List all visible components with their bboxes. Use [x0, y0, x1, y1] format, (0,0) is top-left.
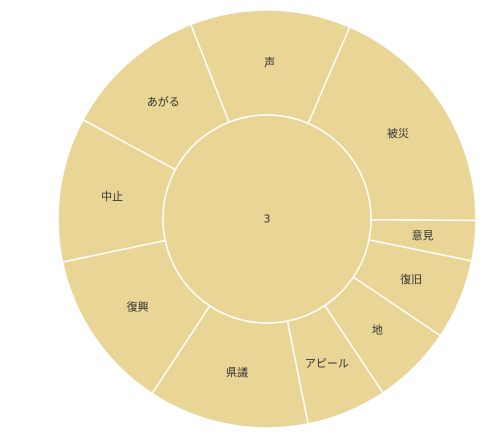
segment-label-0: 声 [264, 55, 275, 69]
segment-label-8: 中止 [101, 190, 123, 203]
segment-label-6: 県議 [226, 365, 248, 379]
segment-label-3: 復旧 [400, 273, 422, 286]
segment-label-2: 意見 [412, 228, 434, 242]
root-label: 3 [264, 213, 271, 226]
segment-label-9: あがる [147, 94, 180, 108]
segment-label-7: 復興 [127, 301, 149, 314]
segment-label-4: 地 [372, 323, 383, 336]
segment-label-5: アピール [305, 357, 349, 370]
inner-ring [162, 114, 372, 324]
outer-ring [57, 9, 477, 429]
segment-label-1: 被災 [387, 127, 409, 140]
sunburst-root-segment[interactable] [162, 114, 372, 324]
